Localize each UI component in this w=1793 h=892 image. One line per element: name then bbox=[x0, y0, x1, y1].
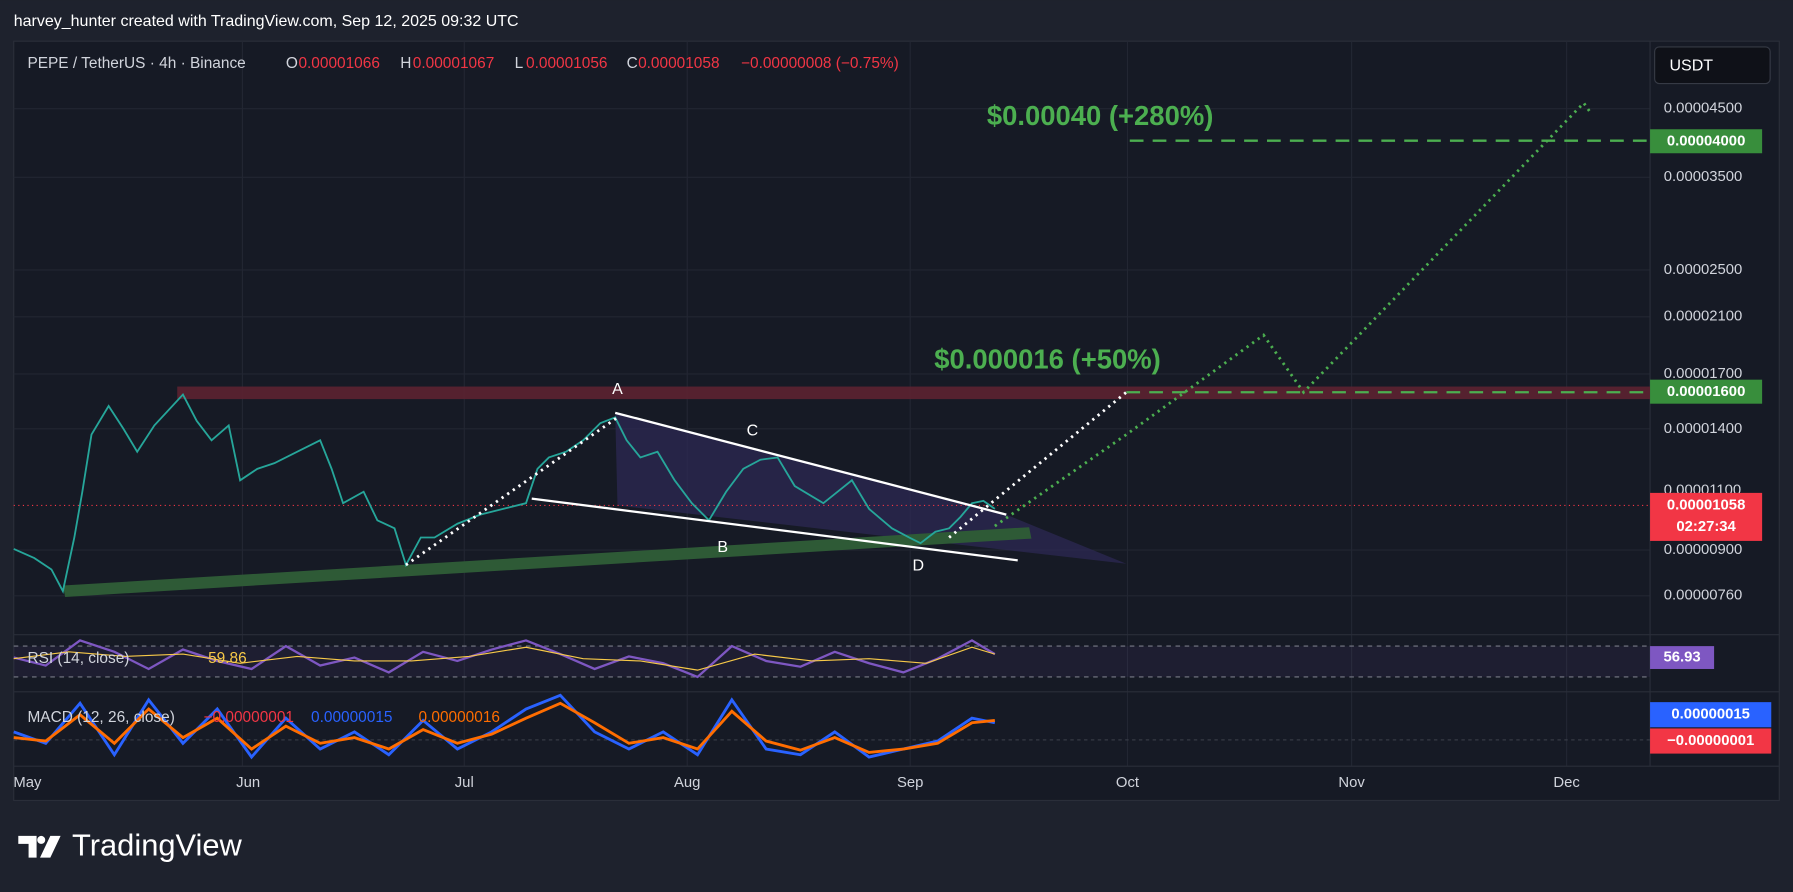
annotation: $0.00040 (+280%) bbox=[987, 100, 1214, 131]
wave-label: D bbox=[912, 557, 924, 574]
time-axis: May Jun Jul Aug Sep Oct Nov Dec bbox=[13, 775, 1580, 791]
badge bbox=[1650, 646, 1715, 669]
rsi-line bbox=[13, 639, 996, 679]
time-label: Jun bbox=[236, 775, 260, 791]
badge-text: 0.00001058 bbox=[1667, 497, 1746, 513]
resistance-zone bbox=[177, 386, 1651, 400]
rsi-label: RSI (14, close) bbox=[27, 650, 129, 667]
price-label: 0.00001700 bbox=[1664, 366, 1743, 382]
badge bbox=[1650, 129, 1763, 154]
currency-button[interactable] bbox=[1654, 46, 1771, 85]
macd-value: 0.00000015 bbox=[311, 709, 392, 726]
macd-line bbox=[13, 693, 996, 760]
ohlc-value: 0.00001056 bbox=[526, 55, 607, 72]
price-label: 0.00001400 bbox=[1664, 421, 1743, 437]
ohlc-label: L bbox=[515, 55, 524, 72]
price-label: 0.00002100 bbox=[1664, 309, 1743, 325]
macd-label: MACD (12, 26, close) bbox=[27, 709, 174, 726]
wave-label: B bbox=[717, 539, 728, 556]
macd-value: 0.00000016 bbox=[419, 709, 500, 726]
price-label: 0.00000760 bbox=[1664, 588, 1743, 604]
wedge-fill bbox=[615, 412, 1127, 564]
price-label: 0.00000900 bbox=[1664, 542, 1743, 558]
ohlc-value: 0.00001058 bbox=[638, 55, 719, 72]
wedge-lower bbox=[531, 497, 1018, 562]
badge-text: 56.93 bbox=[1663, 649, 1700, 665]
legend: PEPE / TetherUS · 4h · Binance O 0.00001… bbox=[27, 55, 898, 72]
symbol: PEPE / TetherUS · 4h · Binance bbox=[27, 55, 245, 72]
countdown: 02:27:34 bbox=[1676, 519, 1736, 535]
ohlc-value: 0.00001066 bbox=[298, 55, 379, 72]
badge-text: 0.00000015 bbox=[1671, 707, 1750, 723]
price-label: 0.00002500 bbox=[1664, 262, 1743, 278]
rsi-band bbox=[13, 646, 1651, 677]
ohlc-label: O bbox=[286, 55, 298, 72]
time-label: Nov bbox=[1338, 775, 1365, 791]
badge bbox=[1650, 702, 1772, 728]
logo: TradingView bbox=[18, 828, 243, 863]
badge-text: 0.00004000 bbox=[1667, 134, 1746, 150]
wave-label: C bbox=[747, 422, 759, 439]
impulse-line bbox=[405, 416, 619, 567]
time-label: May bbox=[13, 775, 42, 791]
badge-text: 0.00001600 bbox=[1667, 384, 1746, 400]
rsi-value: 59.86 bbox=[208, 650, 247, 667]
wedge-upper bbox=[614, 411, 1007, 516]
time-label: Jul bbox=[455, 775, 474, 791]
badge-text: −0.00000001 bbox=[1667, 733, 1754, 749]
support-zone bbox=[62, 527, 1032, 597]
ohlc-value: 0.00001067 bbox=[413, 55, 494, 72]
price-line bbox=[13, 392, 996, 594]
price-label: 0.00003500 bbox=[1664, 169, 1743, 185]
time-label: Dec bbox=[1553, 775, 1580, 791]
logo-text: TradingView bbox=[72, 828, 243, 863]
wave-label: A bbox=[612, 381, 623, 398]
rsi-signal bbox=[13, 646, 996, 671]
time-label: Aug bbox=[674, 775, 700, 791]
badge bbox=[1650, 379, 1763, 404]
ohlc-label: C bbox=[627, 55, 638, 72]
badge bbox=[1650, 492, 1763, 541]
change: −0.00000008 (−0.75%) bbox=[741, 55, 899, 72]
grid bbox=[13, 41, 1651, 767]
time-label: Sep bbox=[897, 775, 923, 791]
price-label: 0.00004500 bbox=[1664, 101, 1743, 117]
macd-value: −0.00000001 bbox=[204, 709, 294, 726]
header-title: harvey_hunter created with TradingView.c… bbox=[14, 13, 519, 30]
annotation: $0.000016 (+50%) bbox=[934, 344, 1161, 375]
ohlc-label: H bbox=[400, 55, 411, 72]
chart-frame bbox=[13, 40, 1780, 802]
logo-mark bbox=[18, 835, 61, 858]
time-label: Oct bbox=[1116, 775, 1140, 791]
macd-signal bbox=[13, 701, 995, 754]
currency[interactable]: USDT bbox=[1670, 58, 1714, 75]
projection-path bbox=[994, 100, 1593, 528]
badge bbox=[1650, 728, 1772, 754]
